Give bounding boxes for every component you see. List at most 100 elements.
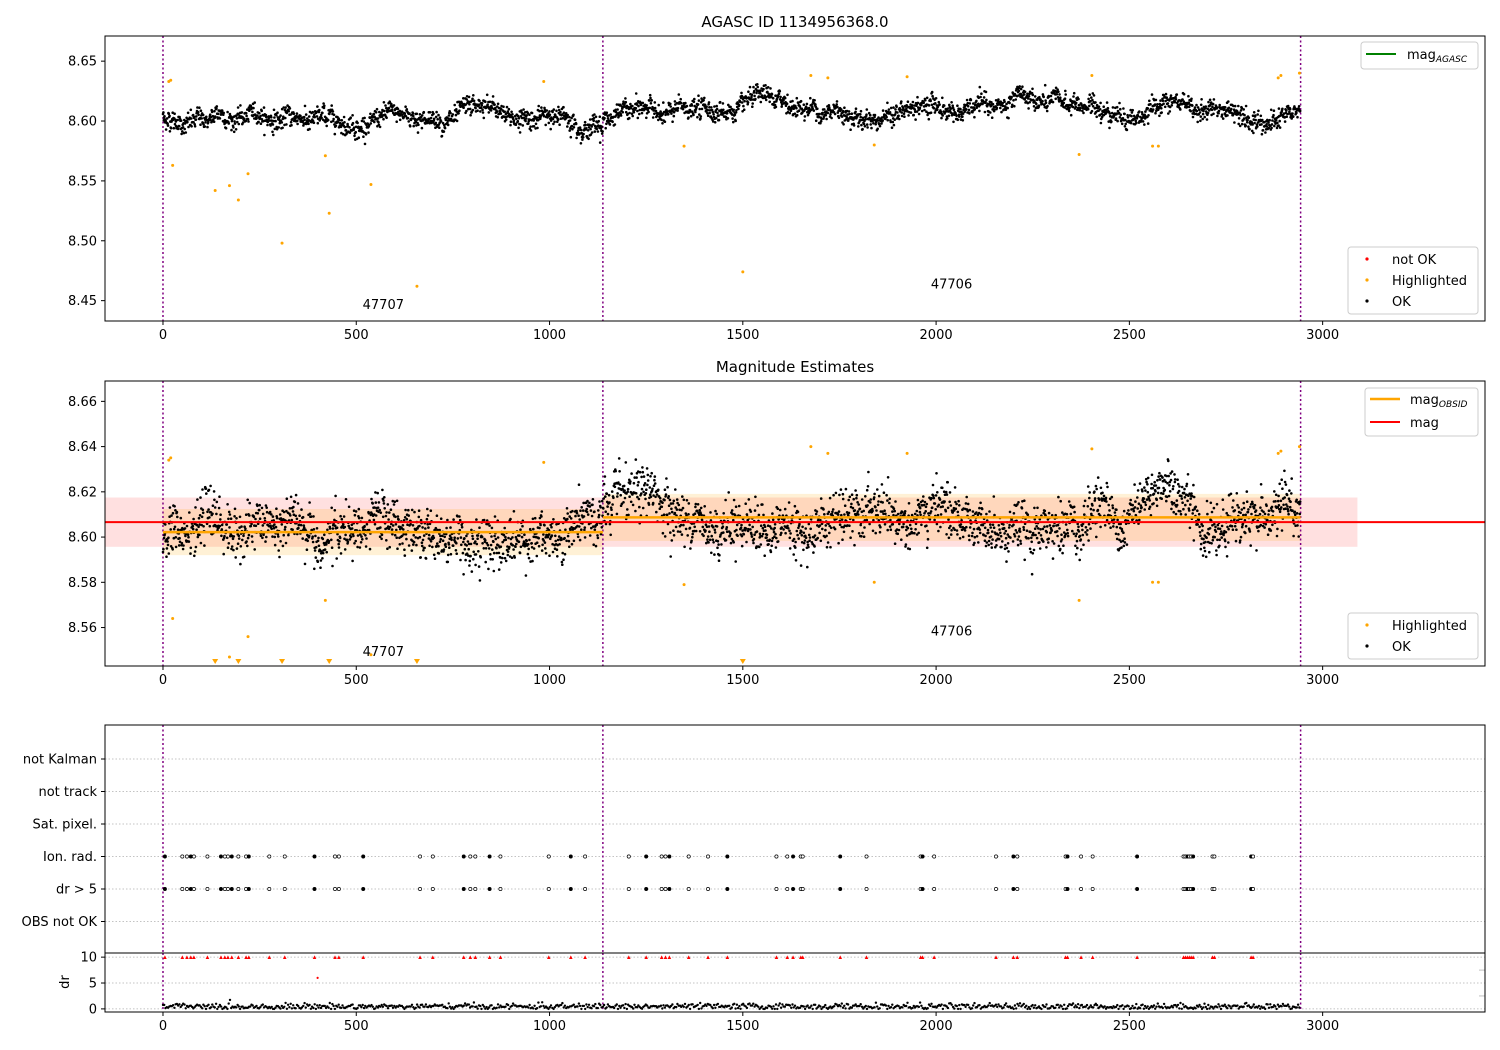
ok-point bbox=[1010, 95, 1013, 99]
ok-point bbox=[395, 499, 399, 503]
ok-point bbox=[651, 487, 654, 491]
ok-point bbox=[1108, 112, 1112, 115]
ok-point bbox=[565, 116, 569, 119]
ok-point bbox=[593, 130, 597, 133]
ok-point bbox=[215, 512, 218, 516]
ok-point bbox=[774, 546, 778, 549]
ok-point bbox=[874, 531, 877, 535]
highlighted-point bbox=[369, 182, 373, 186]
ok-point bbox=[1077, 103, 1081, 107]
ok-point bbox=[1066, 103, 1070, 107]
ok-point bbox=[308, 512, 312, 516]
ok-point bbox=[869, 123, 872, 126]
ok-point bbox=[929, 111, 933, 114]
ok-point bbox=[1203, 115, 1206, 119]
ok-point bbox=[958, 110, 961, 114]
ok-point bbox=[316, 117, 320, 121]
ok-point bbox=[744, 527, 748, 530]
ok-point bbox=[451, 544, 455, 547]
ok-point bbox=[328, 527, 332, 530]
ok-point bbox=[638, 470, 642, 474]
ok-point bbox=[941, 96, 944, 100]
ok-point bbox=[570, 542, 574, 546]
ok-point bbox=[208, 113, 212, 116]
ok-point bbox=[489, 109, 493, 112]
ok-point bbox=[167, 536, 170, 539]
ok-point bbox=[251, 110, 254, 114]
ok-point bbox=[362, 135, 365, 138]
ok-point bbox=[644, 497, 647, 501]
x-tick-label: 1000 bbox=[533, 328, 566, 343]
ok-point bbox=[334, 494, 337, 498]
ok-point bbox=[530, 111, 534, 115]
ok-point bbox=[1154, 111, 1157, 115]
ok-point bbox=[583, 536, 587, 539]
ok-point bbox=[761, 503, 764, 506]
ok-point bbox=[1057, 90, 1060, 93]
ok-point bbox=[753, 533, 756, 536]
ok-point bbox=[288, 507, 292, 510]
ok-point bbox=[288, 107, 292, 110]
ok-point bbox=[166, 543, 170, 547]
ok-point bbox=[706, 108, 710, 112]
ok-point bbox=[880, 122, 883, 125]
ok-point bbox=[799, 564, 803, 567]
ok-point bbox=[855, 496, 858, 500]
ok-point bbox=[411, 112, 415, 115]
ok-point bbox=[543, 541, 547, 544]
ok-point bbox=[204, 121, 207, 124]
ok-point bbox=[932, 106, 936, 110]
ok-point bbox=[568, 129, 571, 132]
ok-point bbox=[353, 134, 356, 138]
ok-point bbox=[301, 515, 305, 519]
ok-point bbox=[813, 545, 816, 548]
ok-point bbox=[809, 527, 812, 531]
ok-point bbox=[492, 569, 496, 573]
ok-point bbox=[857, 513, 860, 516]
ok-point bbox=[209, 484, 212, 488]
ok-point bbox=[742, 108, 746, 111]
ok-point bbox=[333, 509, 337, 512]
ok-point bbox=[484, 547, 488, 550]
ok-point bbox=[902, 112, 906, 115]
ok-point bbox=[462, 106, 465, 109]
ok-point bbox=[682, 523, 685, 527]
ok-point bbox=[631, 503, 635, 507]
ok-point bbox=[735, 528, 738, 532]
ok-point bbox=[823, 108, 826, 111]
ok-point bbox=[660, 505, 664, 509]
ok-point bbox=[173, 112, 176, 115]
ok-point bbox=[837, 510, 841, 513]
ok-point bbox=[527, 547, 530, 551]
ok-point bbox=[751, 525, 754, 529]
ok-point bbox=[854, 489, 857, 492]
ok-point bbox=[566, 125, 569, 128]
ok-point bbox=[778, 508, 782, 512]
ok-point bbox=[687, 513, 690, 516]
ok-point bbox=[783, 507, 787, 511]
ok-point bbox=[670, 112, 673, 115]
ok-point bbox=[326, 528, 329, 532]
ok-point bbox=[1274, 119, 1278, 122]
ok-point bbox=[354, 130, 358, 134]
ok-point bbox=[497, 568, 501, 571]
ok-point bbox=[567, 539, 571, 543]
ok-point bbox=[610, 490, 614, 493]
ok-point bbox=[619, 114, 623, 117]
ok-point bbox=[567, 121, 570, 125]
ok-point bbox=[951, 112, 954, 115]
ok-point bbox=[524, 574, 528, 577]
ok-point bbox=[929, 99, 932, 103]
ok-point bbox=[979, 95, 982, 99]
ok-point bbox=[553, 120, 556, 124]
ok-point bbox=[965, 108, 968, 111]
highlighted-point bbox=[542, 80, 546, 84]
ok-point bbox=[501, 556, 504, 560]
ok-point bbox=[866, 126, 869, 129]
ok-point bbox=[274, 119, 277, 123]
ok-point bbox=[993, 108, 996, 111]
ok-point bbox=[179, 119, 183, 122]
ok-point bbox=[971, 110, 974, 114]
ok-point bbox=[396, 107, 400, 111]
ok-point bbox=[699, 117, 702, 120]
